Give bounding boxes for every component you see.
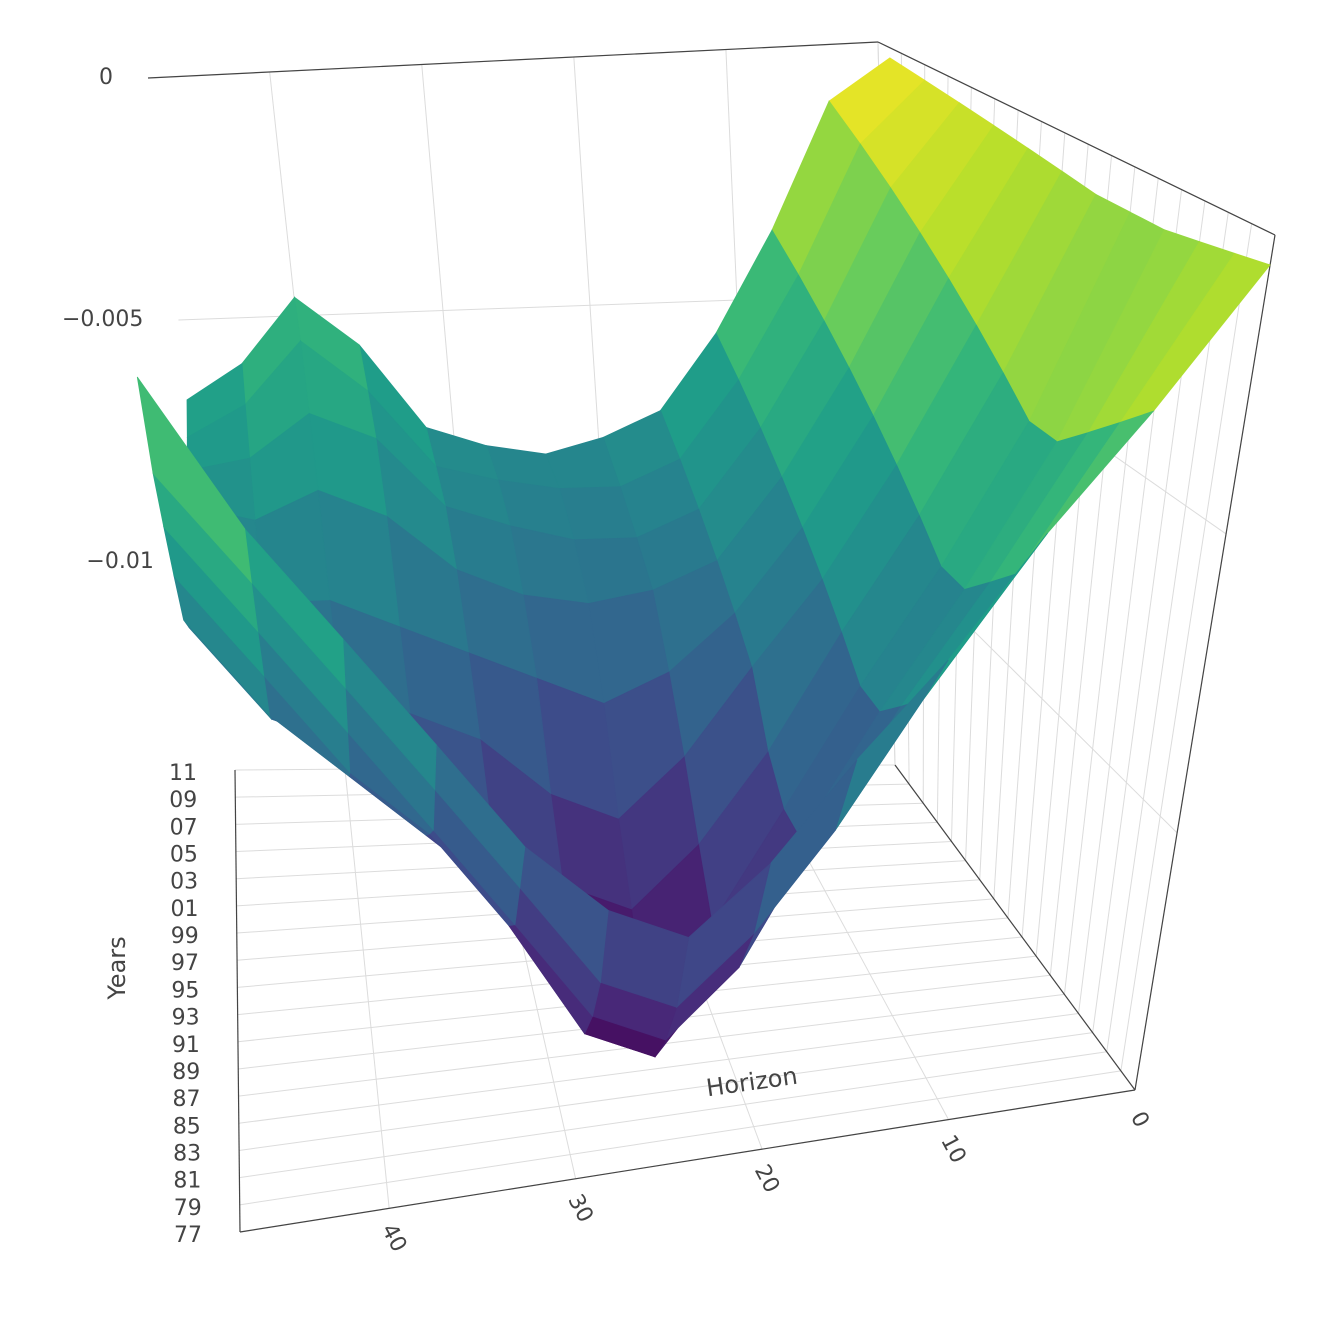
label-layer: Horizon Years 01020304077798183858789919… (62, 65, 1154, 1256)
axis-edge (877, 41, 1276, 236)
grid-line (239, 1051, 1107, 1179)
y-tick-label: 09 (169, 788, 197, 813)
axis-edge (239, 1089, 1136, 1233)
z-tick-label: −0.01 (86, 549, 153, 574)
axis-edge (894, 764, 1136, 1091)
y-tick-label: 85 (173, 1114, 201, 1139)
surface (136, 57, 1271, 1058)
y-tick-label: 93 (172, 1006, 200, 1031)
y-tick-label: 79 (174, 1196, 202, 1221)
x-tick-label: 30 (562, 1190, 597, 1226)
y-axis-title: Years (103, 936, 131, 1000)
y-tick-label: 81 (173, 1169, 201, 1194)
y-tick-label: 95 (171, 978, 199, 1003)
y-tick-label: 11 (169, 761, 197, 786)
y-tick-label: 89 (172, 1060, 200, 1085)
y-tick-label: 87 (173, 1087, 201, 1112)
y-tick-label: 03 (170, 870, 198, 895)
x-tick-label: 10 (935, 1131, 970, 1167)
grid-line (1120, 223, 1253, 1071)
y-tick-label: 97 (171, 951, 199, 976)
grid-line (344, 769, 390, 1209)
axis-edge (1134, 234, 1276, 1091)
y-tick-label: 07 (170, 815, 198, 840)
x-tick-label: 40 (376, 1220, 411, 1256)
axis-edge (147, 41, 879, 79)
z-tick-label: −0.005 (62, 307, 143, 332)
grid-line (239, 1032, 1093, 1151)
grid-line (239, 1070, 1121, 1206)
grid-line (1106, 212, 1229, 1052)
x-tick-label: 20 (749, 1161, 784, 1197)
y-tick-label: 99 (171, 924, 199, 949)
y-tick-label: 77 (174, 1223, 202, 1248)
y-tick-label: 83 (173, 1141, 201, 1166)
y-tick-label: 05 (170, 843, 198, 868)
x-axis-title: Horizon (704, 1062, 799, 1102)
z-tick-label: 0 (99, 65, 113, 90)
y-tick-label: 01 (170, 897, 198, 922)
grid-line (238, 1013, 1079, 1124)
y-tick-label: 91 (172, 1033, 200, 1058)
x-tick-label: 0 (1125, 1108, 1154, 1132)
axis-edge (234, 769, 241, 1233)
surface-cell (136, 376, 252, 584)
